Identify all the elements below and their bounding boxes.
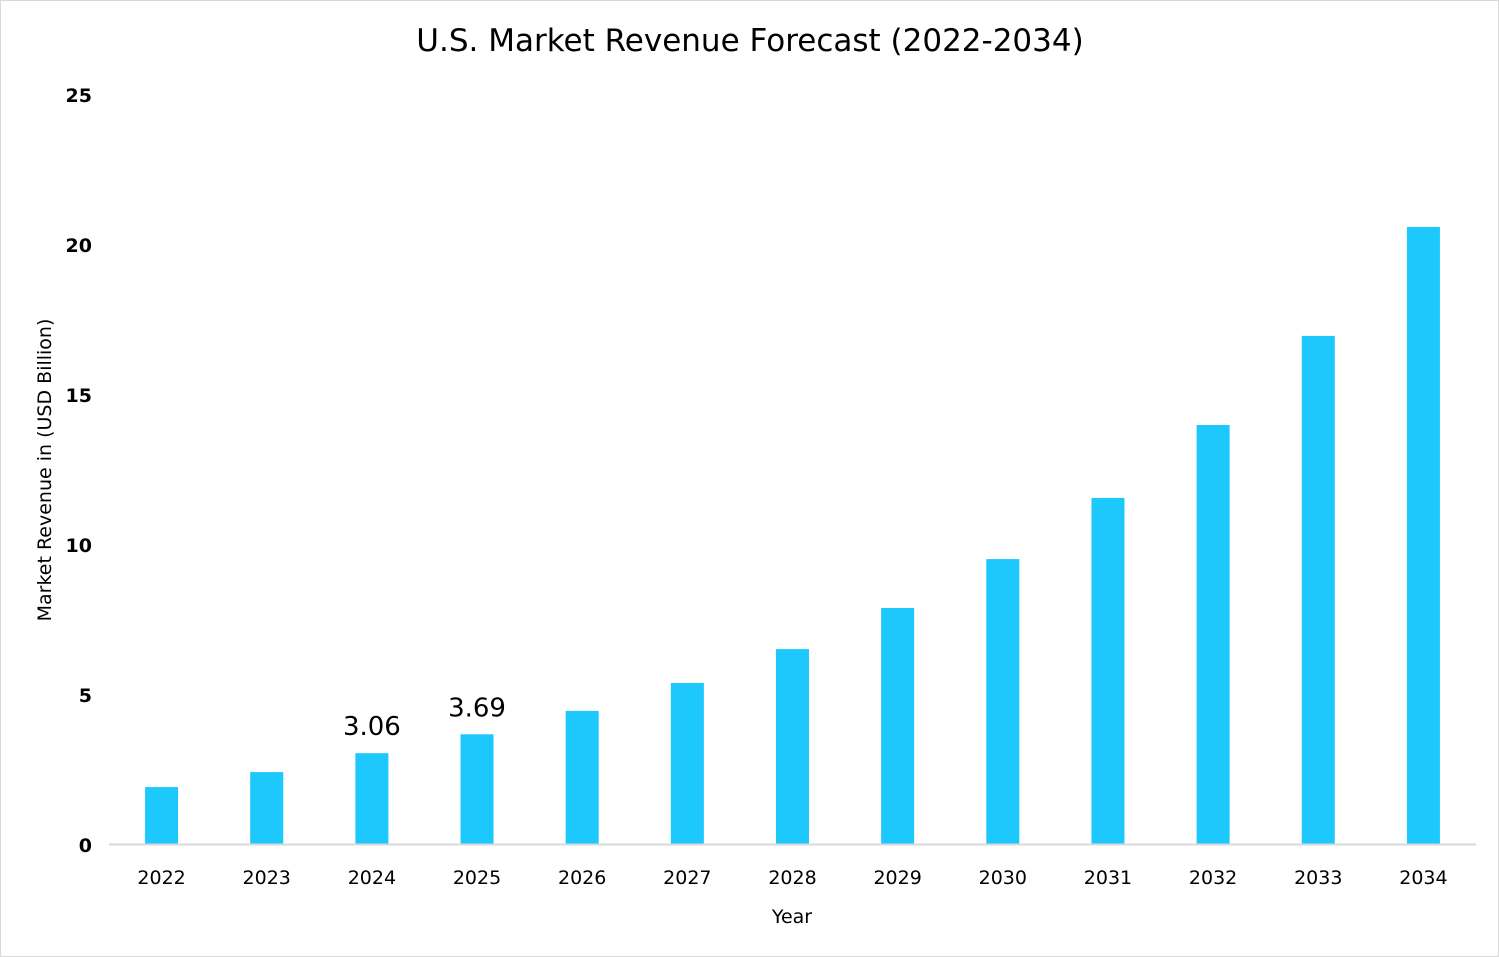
x-axis-ticks: 2022 2023 2024 2025 2026 2027 2028 2029 2030 2031…: [137, 867, 1447, 889]
y-tick-label: 15: [66, 385, 92, 407]
x-tick-label: 2032: [1189, 867, 1237, 889]
bar-2031: [1091, 497, 1125, 845]
bars: [145, 227, 1440, 845]
chart-title: U.S. Market Revenue Forecast (2022-2034): [416, 23, 1083, 59]
bar-2022: [145, 787, 179, 845]
x-tick-label: 2025: [453, 867, 501, 889]
data-label: 3.06: [343, 712, 401, 742]
x-tick-label: 2033: [1294, 867, 1342, 889]
bar-2033: [1301, 335, 1335, 845]
y-tick-label: 25: [66, 85, 92, 107]
data-label: 3.69: [448, 693, 506, 723]
x-tick-label: 2028: [768, 867, 816, 889]
x-tick-label: 2029: [873, 867, 921, 889]
x-tick-label: 2034: [1399, 867, 1447, 889]
bar-2024: [355, 753, 389, 845]
y-tick-label: 5: [79, 685, 92, 707]
data-labels: 3.06 3.69: [343, 693, 506, 742]
bar-2032: [1196, 425, 1230, 845]
x-tick-label: 2024: [348, 867, 396, 889]
bar-2023: [250, 772, 284, 845]
x-tick-label: 2026: [558, 867, 606, 889]
x-axis-label: Year: [771, 906, 812, 928]
bar-2028: [776, 649, 809, 845]
bar-2029: [881, 608, 915, 845]
y-tick-label: 0: [79, 835, 92, 857]
bar-2026: [565, 710, 599, 845]
x-tick-label: 2023: [243, 867, 291, 889]
y-axis-ticks: 0 5 10 15 20 25: [66, 85, 92, 857]
y-tick-label: 10: [66, 535, 92, 557]
y-axis-label: Market Revenue in (USD Billion): [34, 319, 56, 622]
bar-2025: [460, 734, 494, 845]
x-tick-label: 2030: [979, 867, 1027, 889]
y-tick-label: 20: [66, 235, 92, 257]
bar-2030: [986, 559, 1020, 845]
bar-2027: [670, 683, 704, 845]
x-tick-label: 2022: [137, 867, 185, 889]
x-tick-label: 2031: [1084, 867, 1132, 889]
x-tick-label: 2027: [663, 867, 711, 889]
bar-2034: [1406, 227, 1440, 845]
